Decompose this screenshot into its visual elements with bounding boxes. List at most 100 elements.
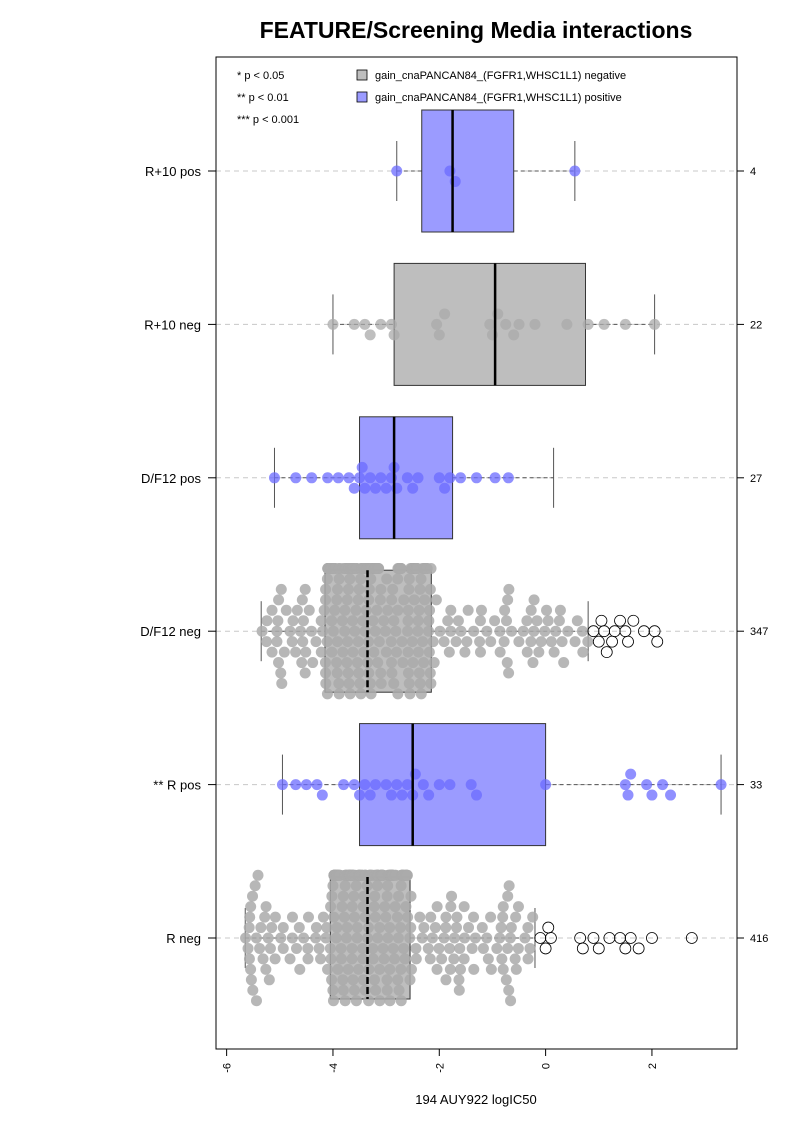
point-5-50 [326, 974, 338, 986]
point-5-138 [357, 953, 369, 965]
point-5-328 [524, 942, 536, 954]
point-3-314 [539, 625, 551, 637]
point-2-12 [375, 472, 387, 484]
point-5-163 [369, 974, 381, 986]
outlier-5-2 [542, 921, 555, 934]
point-5-180 [374, 995, 386, 1007]
point-5-14 [254, 942, 266, 954]
point-3-37 [320, 594, 332, 606]
point-5-179 [374, 963, 386, 975]
point-5-167 [370, 984, 382, 996]
axes: R+10 pos 4 R+10 neg 22 D/F12 pos 27 D/F12 neg 3… [140, 164, 768, 1073]
point-3-32 [315, 615, 327, 627]
point-5-306 [494, 932, 506, 944]
point-3-197 [392, 604, 404, 616]
chart-title: FEATURE/Screening Media interactions [260, 17, 693, 43]
point-1-7 [431, 318, 443, 330]
legend-label-negative: gain_cnaPANCAN84_(FGFR1,WHSC1L1) negativ… [375, 70, 626, 82]
point-5-148 [361, 880, 373, 892]
point-5-18 [260, 963, 272, 975]
legend-swatch-positive [356, 91, 368, 103]
point-3-271 [430, 594, 442, 606]
point-3-130 [360, 604, 372, 616]
category-label-5: R neg [166, 931, 201, 946]
point-5-115 [347, 974, 359, 986]
outlier-5-10 [619, 942, 632, 955]
point-5-12 [250, 995, 262, 1007]
point-3-163 [369, 625, 381, 637]
point-5-30 [286, 932, 298, 944]
point-3-316 [542, 615, 554, 627]
point-4-32 [715, 779, 727, 791]
point-3-287 [474, 646, 486, 658]
point-5-321 [510, 911, 522, 923]
point-3-327 [576, 625, 588, 637]
point-3-29 [305, 625, 317, 637]
point-5-318 [505, 995, 517, 1007]
point-1-13 [500, 318, 512, 330]
point-5-120 [349, 984, 361, 996]
point-1-18 [582, 318, 594, 330]
point-3-191 [387, 583, 399, 595]
point-3-269 [427, 636, 439, 648]
point-3-42 [321, 573, 333, 585]
point-3-70 [332, 583, 344, 595]
point-3-290 [485, 636, 497, 648]
point-3-34 [317, 625, 329, 637]
point-3-21 [296, 657, 308, 669]
point-5-223 [388, 953, 400, 965]
point-3-115 [355, 688, 367, 700]
point-3-101 [347, 646, 359, 658]
point-5-233 [395, 963, 407, 975]
point-3-192 [388, 677, 400, 689]
point-3-325 [569, 636, 581, 648]
point-3-248 [415, 688, 427, 700]
point-2-0 [268, 472, 280, 484]
point-3-20 [295, 625, 307, 637]
point-4-26 [622, 789, 634, 801]
point-4-29 [646, 789, 658, 801]
point-3-63 [329, 604, 341, 616]
point-5-303 [485, 911, 497, 923]
point-5-278 [440, 974, 452, 986]
point-5-9 [247, 984, 259, 996]
point-3-210 [402, 625, 414, 637]
point-5-6 [245, 901, 257, 913]
point-5-308 [496, 953, 508, 965]
point-5-137 [357, 942, 369, 954]
point-5-8 [247, 890, 259, 902]
data-points [240, 110, 727, 1007]
point-2-9 [359, 482, 371, 494]
outlier-3-7 [614, 614, 626, 627]
point-3-245 [414, 583, 426, 595]
point-3-243 [413, 604, 425, 616]
point-5-111 [346, 901, 358, 913]
point-3-28 [303, 604, 315, 616]
point-3-25 [299, 667, 311, 679]
point-3-141 [363, 667, 375, 679]
point-3-301 [506, 625, 518, 637]
point-3-79 [339, 625, 351, 637]
point-5-0 [240, 932, 252, 944]
point-3-324 [562, 625, 574, 637]
point-2-26 [502, 472, 514, 484]
point-5-127 [353, 963, 365, 975]
point-1-21 [649, 318, 661, 330]
point-3-93 [344, 573, 356, 585]
point-5-32 [291, 942, 303, 954]
point-3-329 [582, 636, 594, 648]
point-5-299 [476, 922, 488, 934]
plot-frame [215, 56, 738, 1050]
point-3-2 [261, 615, 273, 627]
point-3-319 [550, 625, 562, 637]
point-3-198 [392, 688, 404, 700]
point-5-277 [440, 911, 452, 923]
point-3-94 [344, 688, 356, 700]
point-3-299 [503, 667, 515, 679]
outlier-3-4 [600, 646, 613, 658]
point-3-187 [385, 636, 397, 648]
outlier-5-13 [646, 932, 658, 944]
point-3-188 [386, 657, 398, 669]
point-1-3 [364, 329, 376, 341]
point-3-261 [423, 625, 435, 637]
